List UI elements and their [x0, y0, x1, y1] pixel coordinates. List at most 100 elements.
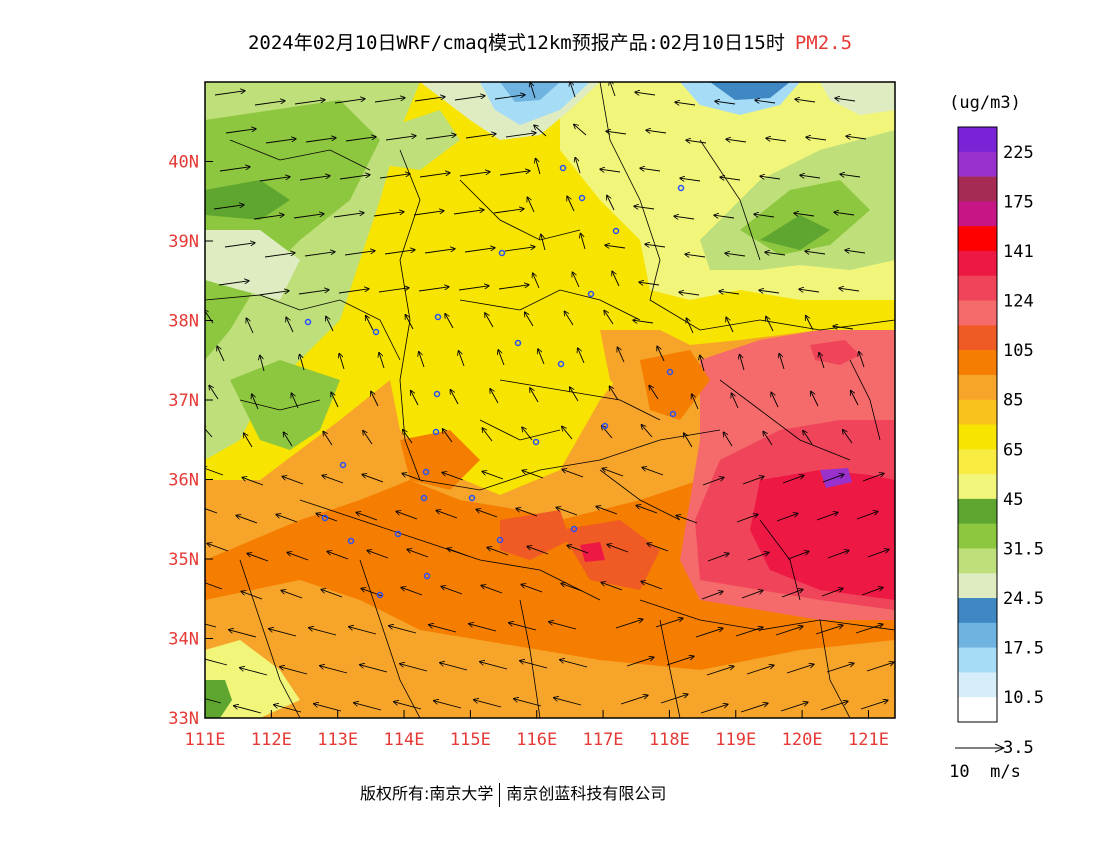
wind-vector: [252, 394, 259, 410]
wind-vector: [676, 515, 698, 524]
wind-vector: [607, 196, 615, 211]
wind-vector: [293, 214, 324, 219]
wind-vector: [379, 174, 410, 179]
wind-vector: [450, 390, 459, 405]
wind-vector: [305, 138, 336, 143]
wind-vector: [567, 545, 589, 554]
wind-vector: [498, 350, 505, 366]
wind-vector: [405, 315, 414, 330]
wind-vector: [684, 433, 693, 448]
wind-vector: [679, 292, 700, 295]
wind-vector: [294, 100, 325, 105]
wind-vector: [866, 662, 894, 672]
wind-vector: [759, 290, 780, 293]
wind-vector: [747, 552, 769, 561]
wind-vector: [363, 431, 373, 445]
wind-vector: [389, 626, 417, 634]
legend-swatch: [958, 498, 997, 524]
legend-label: 225: [1003, 143, 1034, 163]
wind-vector: [530, 83, 536, 99]
wind-vector: [856, 511, 878, 520]
wind-vector: [209, 386, 219, 400]
wind-vector: [509, 623, 537, 631]
wind-vector: [280, 667, 308, 675]
legend-label: 85: [1003, 391, 1023, 411]
wind-vector: [425, 135, 456, 140]
x-tick-label: 115E: [450, 730, 491, 750]
wind-vector: [726, 139, 747, 142]
wind-vector: [214, 91, 245, 96]
wind-vector: [606, 131, 627, 134]
wind-vector: [205, 508, 218, 514]
wind-vector: [440, 663, 468, 671]
wind-vector: [860, 700, 888, 710]
wind-vector: [633, 320, 654, 323]
y-tick-label: 36N: [168, 471, 199, 491]
wind-vector: [533, 273, 540, 289]
wind-vector: [843, 430, 853, 444]
wind-scale-arrowhead: [994, 743, 1006, 753]
wind-vector: [241, 591, 263, 600]
title-main: 2024年02月10日WRF/cmaq模式12km预报产品:02月10日15时: [247, 32, 785, 54]
wind-vector: [536, 159, 541, 175]
legend-swatch: [958, 424, 997, 450]
wind-vector: [805, 251, 826, 254]
wind-vector: [371, 392, 379, 407]
wind-vector: [867, 549, 889, 558]
wind-vector: [562, 427, 573, 440]
wind-vector: [401, 587, 423, 596]
wind-vector: [600, 169, 621, 172]
wind-vector: [349, 627, 377, 635]
y-axis: 33N 34N 35N 36N 37N 38N 39N 40N: [168, 153, 213, 729]
wind-vector: [504, 247, 535, 252]
wind-vector: [244, 433, 253, 448]
wind-vector: [692, 394, 699, 410]
wind-vector: [476, 509, 498, 518]
wind-vector: [321, 589, 343, 598]
wind-vector: [443, 429, 453, 443]
wind-vector: [602, 468, 624, 477]
legend-swatch: [958, 573, 997, 599]
wind-vector: [578, 348, 585, 364]
wind-vector: [701, 591, 723, 600]
legend-swatch: [958, 350, 997, 376]
wind-vector: [554, 698, 582, 706]
wind-vector: [859, 352, 865, 368]
wind-vector: [374, 98, 405, 103]
wind-vector: [642, 425, 653, 438]
wind-vector: [799, 289, 820, 292]
wind-vector: [474, 700, 502, 708]
wind-vector: [771, 392, 779, 408]
wind-vector: [265, 139, 296, 144]
wind-vector: [217, 346, 225, 362]
wind-vector: [776, 513, 798, 522]
wind-vector: [234, 706, 262, 714]
wind-vector: [218, 281, 249, 286]
wind-vector: [534, 125, 547, 137]
wind-vector: [740, 703, 768, 713]
wind-vector: [839, 288, 860, 291]
wind-vector: [314, 704, 342, 712]
wind-vector: [846, 136, 867, 139]
wind-vector: [213, 205, 244, 210]
wind-vector: [605, 245, 626, 248]
wind-vector: [520, 661, 548, 669]
wind-vector: [326, 317, 334, 332]
wind-vector: [373, 212, 404, 217]
wind-vector: [413, 211, 444, 216]
wind-vector: [686, 318, 694, 334]
wind-vector: [481, 585, 503, 594]
y-tick-label: 35N: [168, 550, 199, 570]
legend-swatch: [958, 250, 997, 277]
wind-vector: [527, 197, 535, 213]
wind-scale: 10 m/s: [949, 743, 1021, 782]
wind-vector: [514, 699, 542, 707]
wind-vector: [706, 666, 734, 676]
x-tick-label: 117E: [583, 730, 624, 750]
wind-vector: [205, 698, 222, 704]
wind-vector: [835, 98, 856, 101]
wind-vector: [530, 388, 539, 403]
legend-unit: (ug/m3): [949, 93, 1021, 113]
wind-vector: [655, 618, 683, 628]
wind-vector: [424, 249, 455, 254]
